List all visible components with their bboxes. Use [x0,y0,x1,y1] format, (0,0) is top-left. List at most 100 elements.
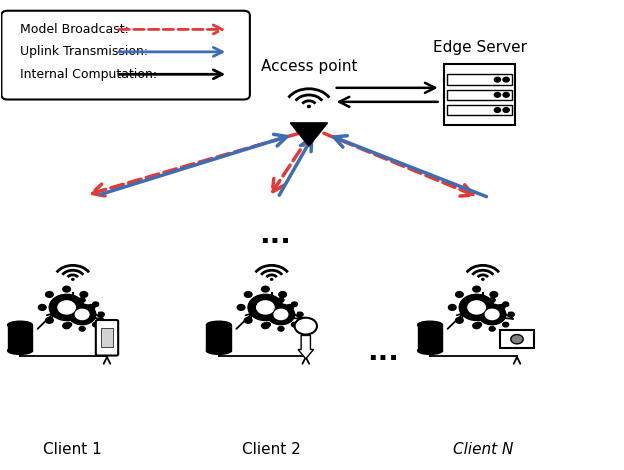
Circle shape [449,305,456,310]
Circle shape [79,298,85,302]
Circle shape [503,322,509,327]
Ellipse shape [7,321,32,329]
Text: Uplink Transmission:: Uplink Transmission: [20,45,148,58]
Circle shape [485,309,499,320]
Circle shape [245,291,252,298]
Circle shape [509,312,514,317]
Circle shape [470,312,476,317]
Circle shape [39,305,46,310]
Circle shape [489,327,495,331]
FancyBboxPatch shape [447,74,512,85]
Circle shape [265,322,270,327]
Ellipse shape [417,347,442,354]
FancyBboxPatch shape [96,320,118,355]
Circle shape [69,304,96,325]
Circle shape [98,312,104,317]
Circle shape [49,294,84,321]
Circle shape [248,294,283,321]
Polygon shape [290,123,328,146]
Circle shape [286,305,293,310]
Text: Internal Computation:: Internal Computation: [20,68,157,81]
FancyBboxPatch shape [447,105,512,115]
Circle shape [66,302,72,306]
Circle shape [482,279,484,280]
Circle shape [489,298,495,302]
Circle shape [80,318,87,323]
Ellipse shape [207,347,232,354]
Circle shape [259,312,265,317]
Circle shape [503,302,509,306]
Circle shape [63,286,71,292]
FancyBboxPatch shape [417,325,442,351]
Circle shape [456,318,463,323]
Circle shape [278,327,284,331]
Circle shape [279,291,286,298]
FancyBboxPatch shape [500,330,534,348]
Circle shape [503,77,509,82]
Text: Client 2: Client 2 [242,442,301,457]
FancyBboxPatch shape [101,329,113,347]
Circle shape [87,305,95,310]
Circle shape [270,279,273,280]
Circle shape [267,304,295,325]
Circle shape [80,291,87,298]
Circle shape [297,312,303,317]
FancyBboxPatch shape [7,325,32,351]
Circle shape [274,309,288,320]
Ellipse shape [7,347,32,354]
Circle shape [265,302,270,306]
Circle shape [295,318,317,335]
FancyArrow shape [298,336,313,359]
Circle shape [459,294,494,321]
Circle shape [261,286,269,292]
Text: Client 1: Client 1 [44,442,102,457]
Circle shape [490,318,498,323]
Text: Edge Server: Edge Server [432,40,527,55]
FancyBboxPatch shape [444,64,515,125]
Circle shape [494,77,500,82]
FancyBboxPatch shape [447,89,512,100]
Circle shape [261,323,269,329]
Circle shape [308,105,310,108]
FancyBboxPatch shape [1,11,250,100]
Circle shape [479,304,506,325]
Text: ...: ... [368,338,399,366]
Circle shape [490,291,498,298]
Circle shape [256,301,274,314]
Circle shape [291,302,298,306]
Circle shape [473,323,480,329]
Circle shape [245,318,252,323]
Ellipse shape [417,321,442,329]
Circle shape [503,108,509,112]
Text: ...: ... [259,221,291,249]
Circle shape [503,93,509,97]
Circle shape [79,327,85,331]
Circle shape [278,298,284,302]
Circle shape [456,291,463,298]
Circle shape [468,301,485,314]
Circle shape [46,318,53,323]
Circle shape [46,291,53,298]
Text: Model Broadcast:: Model Broadcast: [20,23,129,36]
Circle shape [291,322,298,327]
Circle shape [58,301,76,314]
FancyBboxPatch shape [207,325,232,351]
Text: Client N: Client N [452,442,513,457]
Circle shape [237,305,245,310]
Circle shape [511,335,523,344]
Circle shape [494,93,500,97]
Circle shape [63,323,71,329]
Ellipse shape [207,321,232,329]
Circle shape [93,322,99,327]
Circle shape [475,302,482,306]
Circle shape [475,322,482,327]
Circle shape [66,322,72,327]
Circle shape [473,286,480,292]
Circle shape [497,305,505,310]
Text: Access point: Access point [261,59,357,74]
Circle shape [93,302,99,306]
Circle shape [494,108,500,112]
Circle shape [60,312,66,317]
Circle shape [76,309,89,320]
Circle shape [72,279,74,280]
